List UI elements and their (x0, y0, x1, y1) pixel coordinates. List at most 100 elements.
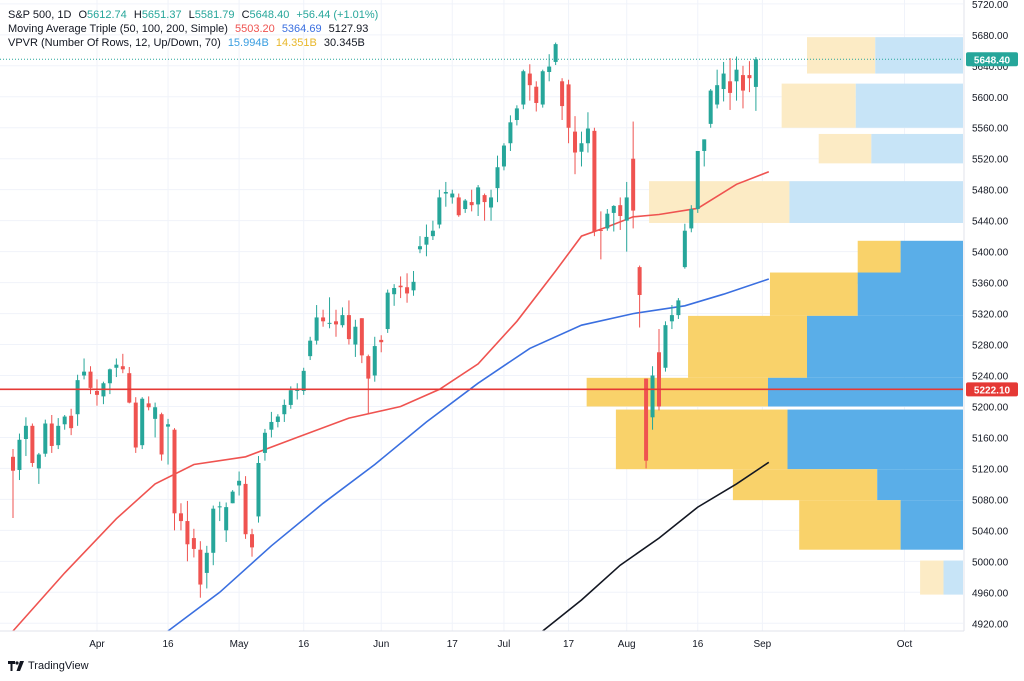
candle (631, 121, 636, 229)
candle-body (211, 508, 216, 553)
candle-body (566, 84, 571, 128)
candle-body (624, 197, 629, 221)
price-tick-label: 5000.00 (972, 557, 1009, 568)
candle-body (127, 373, 132, 403)
candle-body (495, 167, 500, 189)
candle (127, 366, 132, 404)
candle-body (36, 454, 41, 469)
candle-body (11, 456, 15, 471)
time-tick-label: 16 (162, 639, 174, 650)
price-tick-label: 5520.00 (972, 155, 1009, 166)
candle-body (372, 346, 377, 376)
price-tick-label: 5040.00 (972, 526, 1009, 537)
candle-body (702, 139, 707, 151)
candle (476, 185, 481, 217)
candle-body (56, 425, 61, 446)
candle-body (747, 75, 752, 79)
ohlc-high: H5651.37 (133, 9, 182, 21)
candle (49, 414, 54, 453)
candle-body (721, 73, 726, 90)
time-tick-label: Jun (373, 639, 389, 650)
candle (140, 397, 145, 450)
volume-profile-down-bar (799, 500, 901, 550)
candle (689, 205, 694, 233)
candle-body (217, 506, 222, 508)
candle-body (514, 108, 519, 121)
candle (146, 396, 151, 411)
candle-body (385, 292, 390, 330)
symbol-title[interactable]: S&P 500, 1D (8, 9, 72, 21)
candle (657, 329, 661, 411)
candle (437, 189, 442, 229)
candle-body (178, 513, 183, 522)
candle-body (734, 69, 739, 82)
candle-body (411, 281, 416, 291)
candle (644, 378, 649, 469)
candle (250, 528, 255, 557)
candle (321, 309, 326, 327)
candle-body (172, 429, 177, 514)
candle-body (482, 195, 487, 203)
volume-profile-down-bar (615, 409, 788, 470)
candle (618, 197, 623, 230)
candle (469, 189, 474, 212)
price-tick-label: 5440.00 (972, 217, 1009, 228)
candle-body (69, 415, 74, 429)
vpvr-indicator-title[interactable]: VPVR (Number Of Rows, 12, Up/Down, 70) (8, 37, 221, 49)
candle (585, 112, 590, 153)
candle-body (405, 287, 410, 294)
candle (740, 65, 745, 109)
candle (624, 181, 629, 252)
price-tick-label: 4960.00 (972, 588, 1009, 599)
candle-body (676, 300, 681, 316)
candle (450, 189, 455, 204)
vpvr-total-value: 30.345B (323, 37, 365, 49)
ma100-value: 5364.69 (281, 23, 322, 35)
volume-profile-up-bar (807, 315, 963, 378)
candle (702, 139, 707, 167)
horizontal-line-price-tag: 5222.10 (966, 382, 1018, 397)
candle (553, 42, 558, 66)
candle-body (753, 59, 758, 87)
candle-body (288, 390, 293, 405)
price-tick-label: 5160.00 (972, 433, 1009, 444)
candle (501, 143, 506, 171)
candle (178, 503, 183, 531)
candle-body (269, 421, 274, 430)
candle (204, 545, 209, 589)
candle-body (463, 200, 468, 210)
candle (94, 379, 99, 406)
candle-body (30, 425, 35, 463)
candle-body (23, 425, 28, 439)
candle (11, 449, 15, 518)
candle-body (424, 236, 429, 245)
candle-body (314, 317, 319, 341)
ma200-line (542, 461, 770, 632)
candle (489, 189, 494, 221)
candle (605, 209, 610, 231)
candle-body (573, 131, 578, 153)
ma50-line (12, 170, 770, 632)
time-tick-label: May (230, 639, 249, 650)
volume-profile-up-bar (768, 377, 963, 407)
time-tick-label: Sep (753, 639, 771, 650)
candle-body (191, 538, 196, 549)
price-axis[interactable]: 4920.00 4960.00 5000.00 5040.00 5080.00 5120.… (972, 0, 1009, 630)
candle (669, 305, 674, 330)
candle (17, 433, 22, 481)
price-tick-label: 4920.00 (972, 619, 1009, 630)
candle (663, 321, 668, 372)
tradingview-logo[interactable]: TradingView (8, 660, 89, 672)
candle (308, 336, 313, 361)
candle (191, 528, 196, 558)
candle (456, 193, 461, 217)
candle (366, 354, 371, 414)
candle-body (450, 193, 455, 198)
ma-indicator-title[interactable]: Moving Average Triple (50, 100, 200, Sim… (8, 23, 228, 35)
vpvr-up-value: 15.994B (227, 37, 269, 49)
candle-body (592, 130, 597, 232)
candle-body (120, 366, 125, 370)
time-axis[interactable]: Apr 16 May 16 Jun 17 Jul 17 Aug 16 Sep Oct (89, 639, 912, 650)
candle-body (708, 90, 713, 124)
